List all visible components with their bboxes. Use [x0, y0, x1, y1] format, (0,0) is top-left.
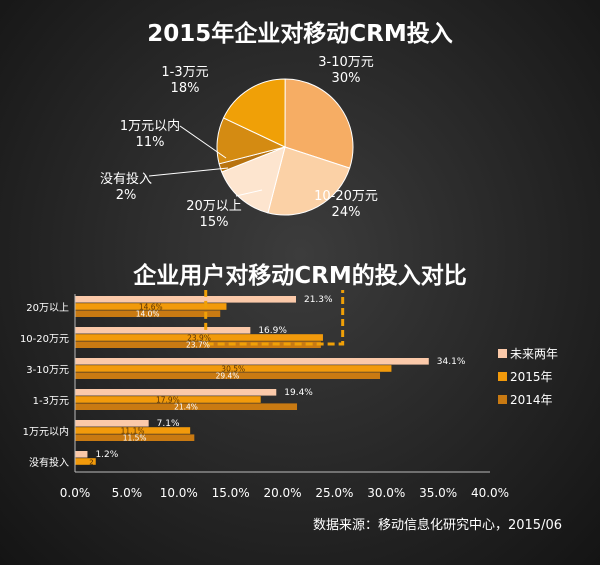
- x-tick-label-6: 30.0%: [367, 486, 405, 500]
- bar-item-s2: [75, 458, 96, 465]
- category-label-4: 1-3万元: [33, 396, 69, 407]
- bar-3-10-s2: [75, 365, 392, 372]
- data-label-10-20-s1: 16.9%: [258, 326, 287, 336]
- highlight-box: [204, 290, 345, 346]
- bar-chart: 0.0% 5.0% 10.0% 15.0% 20.0% 25.0% 30.0% 35.0% 40…: [20, 290, 558, 500]
- data-label-1-s2: 11.1%: [121, 426, 145, 435]
- bar-1-3-s2: [75, 396, 261, 403]
- category-label-5: 1万元以内: [23, 425, 69, 438]
- bar-1-s2: [75, 427, 191, 434]
- data-label-item-s2: 2: [89, 458, 93, 466]
- bar-20-s3: [75, 310, 221, 317]
- bar-1-3-s1: [75, 389, 277, 396]
- legend-label-2: 2015年: [510, 370, 553, 384]
- legend-label-1: 未来两年: [510, 347, 558, 361]
- bar-20-s2: [75, 303, 227, 310]
- data-label-item-s1: 1.2%: [95, 450, 118, 460]
- data-label-3-10-s2: 30.5%: [221, 364, 245, 373]
- x-tick-label-1: 5.0%: [112, 486, 143, 500]
- pie-pct-3: 15%: [200, 215, 229, 230]
- pie-label-4: 没有投入: [100, 171, 152, 187]
- pie-label-2: 10-20万元: [314, 189, 378, 204]
- bar-10-20-s1: [75, 327, 251, 334]
- pie-leader-line-4: [148, 167, 229, 177]
- bar-10-20-s3: [75, 341, 321, 348]
- data-label-20-s1: 21.3%: [304, 295, 333, 305]
- bar-item-s1: [75, 451, 88, 458]
- data-label-20-s2: 14.6%: [139, 302, 163, 311]
- data-label-10-20-s2: 23.9%: [187, 333, 211, 342]
- x-tick-label-3: 15.0%: [212, 486, 250, 500]
- bar-20-s1: [75, 296, 296, 303]
- pie-label-1: 3-10万元: [318, 55, 374, 70]
- x-tick-label-0: 0.0%: [60, 486, 91, 500]
- pie-label-6: 1-3万元: [161, 65, 208, 80]
- data-source-note: 数据来源：移动信息化研究中心，2015/06: [312, 518, 562, 533]
- bar-10-20-s2: [75, 334, 323, 341]
- bar-1-3-s3: [75, 403, 298, 410]
- data-label-1-3-s3: 21.4%: [174, 403, 198, 412]
- pie-pct-1: 30%: [332, 71, 361, 86]
- data-label-3-10-s3: 29.4%: [216, 372, 240, 381]
- x-tick-label-7: 35.0%: [419, 486, 457, 500]
- pie-label-3: 20万以上: [186, 199, 242, 214]
- legend-swatch-2: [498, 372, 507, 381]
- x-tick-label-4: 20.0%: [263, 486, 301, 500]
- legend-swatch-3: [498, 395, 507, 404]
- pie-slice-1: [284, 78, 354, 169]
- bar-chart-title: 企业用户对移动CRM的投入对比: [133, 263, 467, 289]
- pie-slice-6: [222, 78, 286, 148]
- category-label-2: 10-20万元: [20, 334, 69, 345]
- bar-3-10-s1: [75, 358, 429, 365]
- data-label-1-s3: 11.5%: [123, 434, 147, 443]
- data-label-3-10-s1: 34.1%: [437, 357, 466, 367]
- legend-label-3: 2014年: [510, 393, 553, 407]
- data-label-10-20-s3: 23.7%: [186, 341, 210, 350]
- pie-pct-2: 24%: [332, 205, 361, 220]
- category-label-6: 没有投入: [29, 456, 69, 469]
- category-label-3: 3-10万元: [26, 365, 69, 376]
- pie-pct-5: 11%: [136, 135, 165, 150]
- pie-slice-3: [221, 146, 286, 214]
- x-tick-label-5: 25.0%: [315, 486, 353, 500]
- data-label-1-3-s1: 19.4%: [284, 388, 313, 398]
- pie-chart-title: 2015年企业对移动CRM投入: [147, 21, 453, 47]
- bar-3-10-s3: [75, 372, 381, 379]
- pie-pct-6: 18%: [171, 81, 200, 96]
- x-tick-label-2: 10.0%: [160, 486, 198, 500]
- data-label-20-s3: 14.0%: [136, 310, 160, 319]
- legend-swatch-1: [498, 349, 507, 358]
- category-label-1: 20万以上: [26, 302, 69, 314]
- pie-leader-line-5: [179, 125, 227, 159]
- bar-1-s1: [75, 420, 149, 427]
- pie-leader-line-3: [235, 189, 263, 197]
- x-tick-label-8: 40.0%: [471, 486, 509, 500]
- pie-slice-2: [267, 146, 351, 216]
- pie-pct-4: 2%: [116, 188, 137, 203]
- data-label-1-s1: 7.1%: [157, 419, 180, 429]
- bar-1-s3: [75, 434, 195, 441]
- data-label-1-3-s2: 17.9%: [156, 395, 180, 404]
- pie-label-5: 1万元以内: [120, 118, 180, 134]
